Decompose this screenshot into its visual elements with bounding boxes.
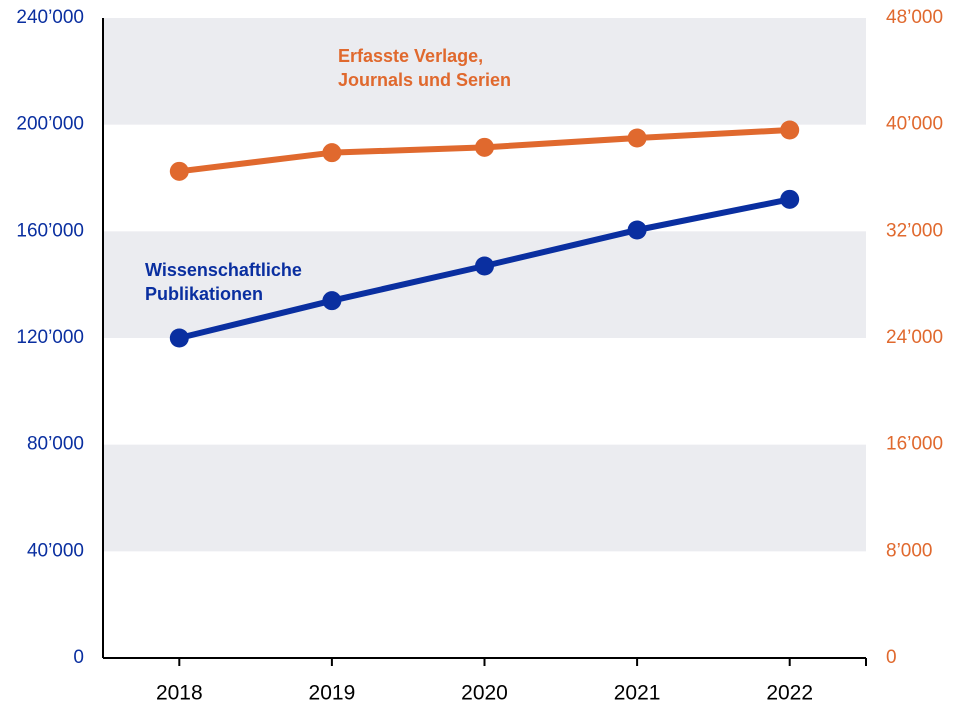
- marker: [322, 143, 342, 163]
- y2-tick-label: 0: [886, 647, 897, 668]
- y-tick-label: 0: [73, 647, 84, 668]
- y2-tick-label: 48’000: [886, 7, 943, 28]
- grid-band: [103, 444, 866, 552]
- y-tick-label: 120’000: [16, 327, 84, 348]
- marker: [475, 256, 494, 276]
- y2-tick-label: 8’000: [886, 540, 933, 561]
- marker: [627, 128, 647, 148]
- y-tick-label: 240’000: [16, 7, 84, 28]
- y-tick-label: 80’000: [27, 434, 84, 455]
- series-label: Wissenschaftliche Publikationen: [145, 260, 302, 304]
- x-tick-label: 2019: [309, 682, 356, 705]
- y2-tick-label: 40’000: [886, 114, 943, 135]
- grid-band: [103, 18, 866, 125]
- marker: [475, 137, 494, 157]
- y-tick-label: 200’000: [16, 114, 84, 135]
- x-tick-label: 2022: [766, 682, 813, 705]
- marker: [780, 189, 800, 209]
- marker: [169, 161, 189, 181]
- marker: [627, 220, 647, 240]
- y2-tick-label: 32’000: [886, 220, 943, 241]
- x-tick-label: 2018: [156, 682, 203, 705]
- y-tick-label: 40’000: [27, 540, 84, 561]
- series-label: Erfasste Verlage, Journals und Serien: [338, 46, 512, 90]
- marker: [169, 328, 189, 348]
- x-tick-label: 2021: [614, 682, 661, 705]
- x-tick-label: 2020: [461, 682, 508, 705]
- marker: [780, 120, 800, 140]
- grid-band: [103, 231, 866, 338]
- y-tick-label: 160’000: [16, 220, 84, 241]
- y2-tick-label: 16’000: [886, 434, 943, 455]
- y2-tick-label: 24’000: [886, 327, 943, 348]
- marker: [322, 291, 342, 311]
